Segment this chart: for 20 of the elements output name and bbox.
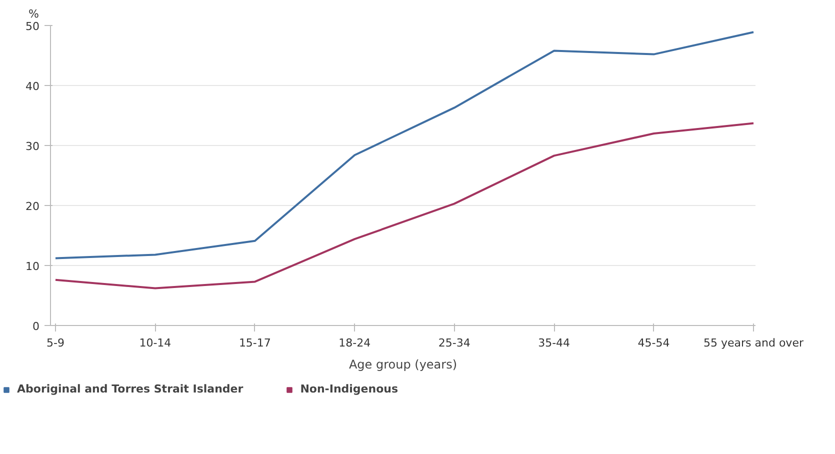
x-tick-label: 18-24 <box>338 336 371 350</box>
line-series <box>54 122 755 290</box>
legend-label: Aboriginal and Torres Strait Islander <box>17 382 244 396</box>
x-tick-label: 5-9 <box>46 336 64 350</box>
y-tick-label: 50 <box>26 20 40 33</box>
x-tick-label: 15-17 <box>238 336 271 350</box>
x-tick-label: 45-54 <box>638 336 670 350</box>
y-tick-label: 10 <box>26 260 40 273</box>
x-tick-label: 55 years and over <box>704 336 804 350</box>
y-tick-label: 20 <box>26 200 40 213</box>
x-tick-label: 25-34 <box>438 336 470 350</box>
line-series <box>54 31 755 260</box>
y-tick-label: 0 <box>32 320 40 333</box>
x-axis-title: Age group (years) <box>348 358 458 372</box>
y-axis-title: % <box>28 8 39 20</box>
x-tick-label: 35-44 <box>538 336 570 350</box>
y-tick-label: 30 <box>26 140 40 153</box>
x-tick-label: 10-14 <box>139 336 172 350</box>
y-tick-label: 40 <box>26 80 40 93</box>
legend-label: Non-Indigenous <box>300 382 398 396</box>
